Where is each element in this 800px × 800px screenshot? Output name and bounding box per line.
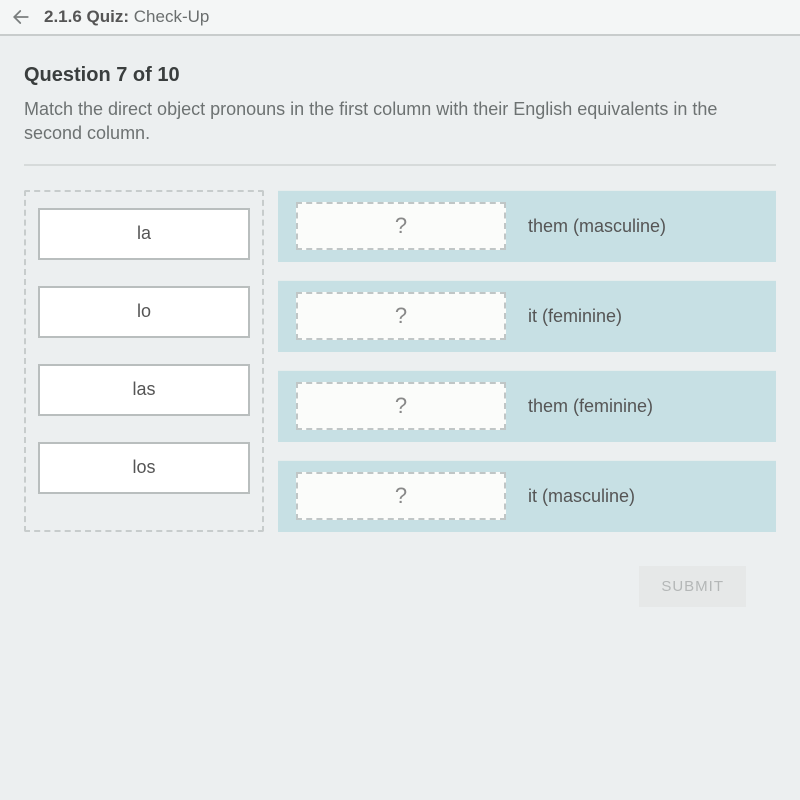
target-label: it (feminine)	[528, 306, 622, 327]
drop-zone[interactable]: ?	[296, 472, 506, 520]
source-tile[interactable]: lo	[38, 286, 250, 338]
section-number: 2.1.6	[44, 7, 82, 26]
target-label: them (masculine)	[528, 216, 666, 237]
source-tile[interactable]: la	[38, 208, 250, 260]
section-title: Check-Up	[134, 7, 210, 26]
breadcrumb: 2.1.6 Quiz: Check-Up	[44, 7, 209, 27]
question-prompt: Match the direct object pronouns in the …	[24, 97, 776, 166]
target-row: ? it (feminine)	[278, 280, 776, 352]
source-tile[interactable]: las	[38, 364, 250, 416]
drop-zone[interactable]: ?	[296, 202, 506, 250]
target-column: ? them (masculine) ? it (feminine) ? the…	[278, 190, 776, 532]
target-row: ? them (feminine)	[278, 370, 776, 442]
submit-button[interactable]: SUBMIT	[639, 566, 746, 607]
top-bar: 2.1.6 Quiz: Check-Up	[0, 0, 800, 36]
back-icon[interactable]	[12, 8, 30, 26]
target-label: them (feminine)	[528, 396, 653, 417]
matching-area: la lo las los ? them (masculine) ? it (f…	[24, 190, 776, 532]
target-row: ? it (masculine)	[278, 460, 776, 532]
source-column: la lo las los	[24, 190, 264, 532]
drop-zone[interactable]: ?	[296, 382, 506, 430]
source-tile[interactable]: los	[38, 442, 250, 494]
page-body: Question 7 of 10 Match the direct object…	[0, 36, 800, 607]
target-label: it (masculine)	[528, 486, 635, 507]
drop-zone[interactable]: ?	[296, 292, 506, 340]
footer: SUBMIT	[24, 532, 776, 607]
section-label: Quiz:	[87, 7, 130, 26]
question-number: Question 7 of 10	[24, 64, 776, 87]
target-row: ? them (masculine)	[278, 190, 776, 262]
